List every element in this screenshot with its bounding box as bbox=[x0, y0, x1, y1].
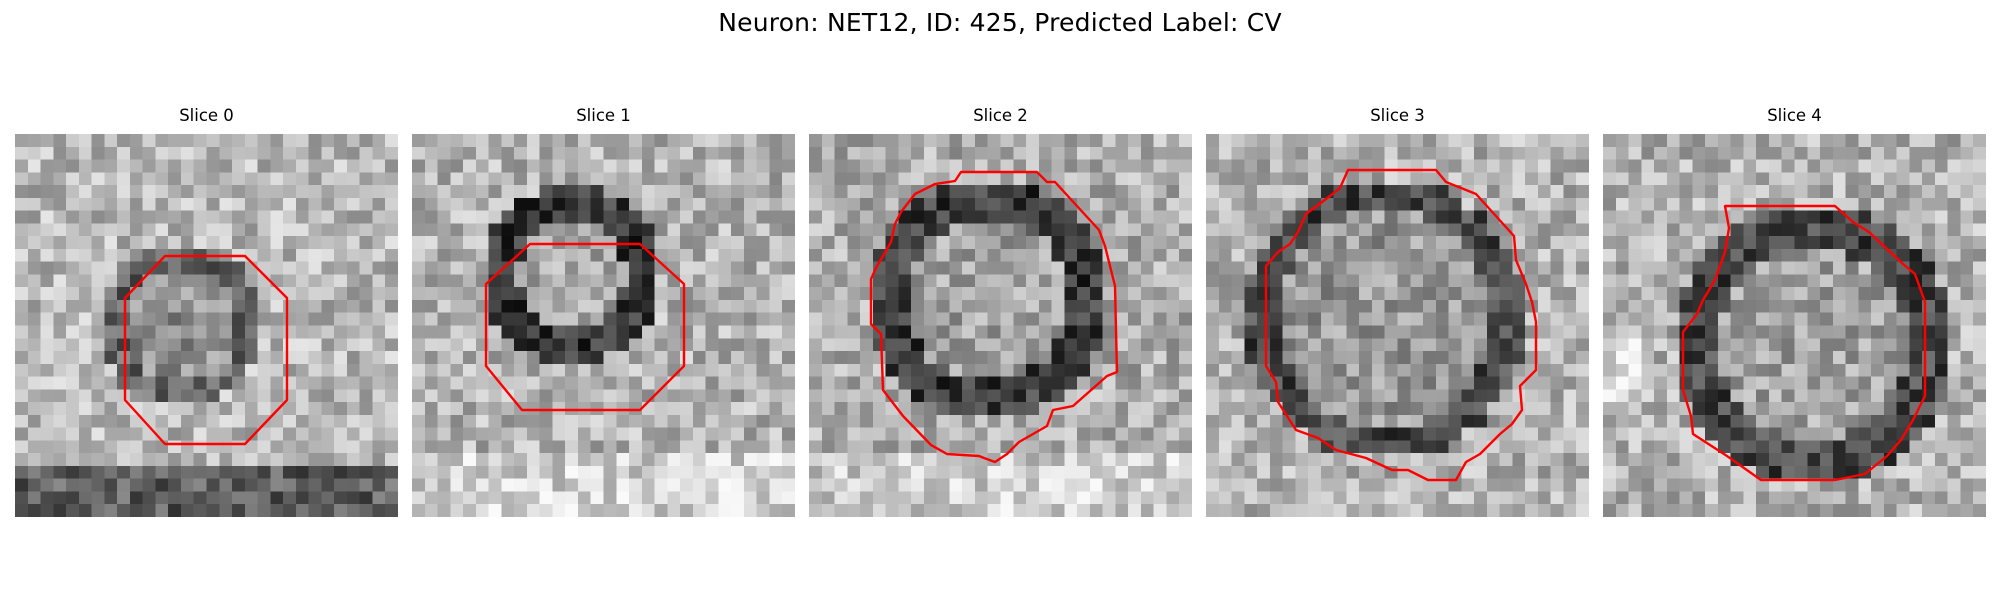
figure-title: Neuron: NET12, ID: 425, Predicted Label:… bbox=[718, 8, 1282, 37]
grayscale-patch bbox=[15, 134, 398, 517]
predicted-contour bbox=[484, 242, 686, 412]
grayscale-patch bbox=[412, 134, 795, 517]
slice-image bbox=[1206, 134, 1589, 517]
predicted-contour bbox=[123, 254, 289, 446]
grayscale-patch bbox=[1206, 134, 1589, 517]
slice-image bbox=[412, 134, 795, 517]
slice-title: Slice 4 bbox=[1767, 106, 1822, 125]
grayscale-patch bbox=[1603, 134, 1986, 517]
slice-title: Slice 1 bbox=[576, 106, 631, 125]
slice-image bbox=[1603, 134, 1986, 517]
slice-title: Slice 2 bbox=[973, 106, 1028, 125]
predicted-contour bbox=[1681, 204, 1927, 482]
slice-title: Slice 0 bbox=[179, 106, 234, 125]
slice-image bbox=[809, 134, 1192, 517]
predicted-contour bbox=[869, 170, 1119, 464]
predicted-contour bbox=[1264, 168, 1538, 482]
slice-title: Slice 3 bbox=[1370, 106, 1425, 125]
slice-image bbox=[15, 134, 398, 517]
